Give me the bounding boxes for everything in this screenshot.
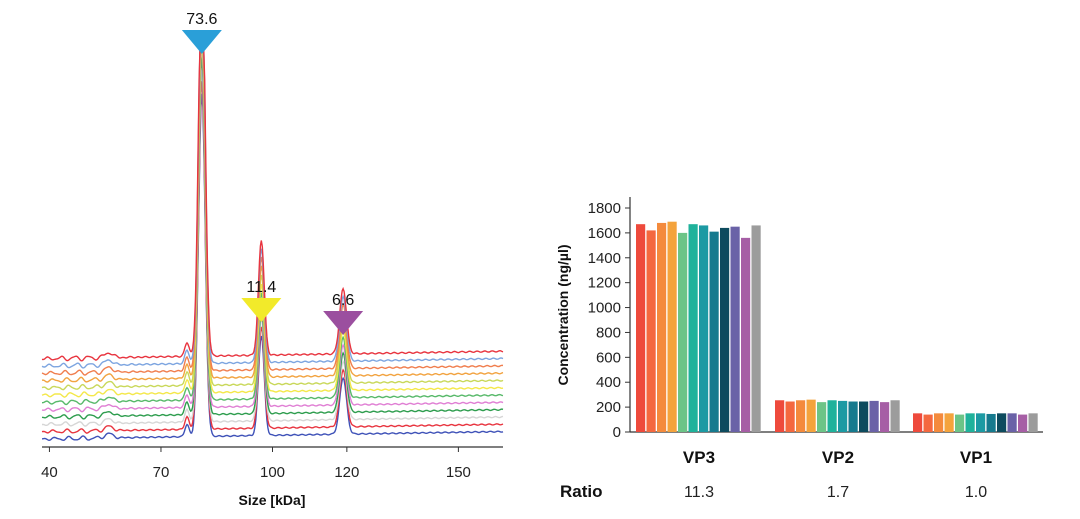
peak-label: 73.6 (186, 11, 217, 28)
y-tick-label: 600 (596, 349, 621, 366)
peak-label: 11.4 (246, 279, 276, 296)
bar (827, 400, 837, 432)
trace-layer (41, 47, 504, 442)
bar (838, 400, 848, 432)
peak-marker (181, 30, 222, 54)
peak-label: 6.6 (332, 292, 354, 309)
bar (667, 221, 677, 432)
bar (678, 232, 688, 432)
ratio-value: 1.7 (827, 484, 849, 501)
x-tick-label: 70 (153, 464, 170, 481)
x-tick-label: 120 (334, 464, 359, 481)
bar-layer (636, 221, 1038, 432)
bar (997, 413, 1007, 432)
bar (775, 400, 785, 432)
trace-line (41, 47, 504, 376)
y-tick-label: 400 (596, 374, 621, 391)
trace-line (41, 47, 504, 391)
bar (817, 402, 827, 432)
x-tick-label: 150 (446, 464, 471, 481)
peak-markers: 73.6 11.4 6.6 (181, 11, 364, 335)
bar (934, 413, 944, 432)
ratio-values: 11.3 1.7 1.0 (684, 484, 987, 501)
bar (986, 413, 996, 432)
bar (965, 413, 975, 432)
trace-line (41, 81, 504, 434)
ratio-row-label: Ratio (560, 482, 603, 501)
bar (955, 414, 965, 432)
peak-marker (241, 298, 282, 322)
bar (1018, 414, 1028, 432)
bar (785, 401, 795, 432)
bar (688, 224, 698, 432)
x-axis-ticks: 40 70 100 120 150 (41, 447, 471, 481)
category-label: VP1 (960, 448, 992, 467)
ratio-value: 1.0 (965, 484, 987, 501)
y-tick-label: 1800 (588, 200, 621, 217)
trace-line (41, 47, 504, 398)
x-tick-label: 40 (41, 464, 58, 481)
trace-line (41, 47, 504, 413)
bar (976, 413, 986, 432)
bar (848, 401, 858, 432)
category-label: VP3 (683, 448, 715, 467)
bar (1028, 413, 1038, 432)
bar (751, 225, 761, 432)
bar (890, 400, 900, 432)
trace-line (41, 47, 504, 369)
category-label: VP2 (822, 448, 854, 467)
y-tick-label: 200 (596, 399, 621, 416)
bar (646, 230, 656, 432)
bar (859, 401, 869, 432)
trace-line (41, 57, 504, 420)
trace-line (41, 47, 504, 362)
y-axis-title: Concentration (ng/µl) (555, 244, 571, 385)
bar (806, 399, 816, 432)
bar (880, 402, 890, 432)
bar (709, 231, 719, 432)
bar (730, 226, 740, 432)
y-tick-label: 1600 (588, 225, 621, 242)
trace-line (42, 68, 504, 427)
y-tick-label: 1000 (588, 300, 621, 317)
x-axis-title: Size [kDa] (239, 492, 306, 508)
ratio-value: 11.3 (684, 484, 714, 501)
bar (923, 414, 933, 432)
bar (720, 227, 730, 432)
trace-line (42, 93, 504, 442)
peak-marker (323, 311, 364, 335)
trace-line (41, 47, 504, 383)
y-tick-label: 1400 (588, 250, 621, 267)
bar (699, 225, 709, 432)
y-tick-label: 800 (596, 324, 621, 341)
category-labels: VP3 VP2 VP1 (683, 448, 992, 467)
bar (1007, 413, 1017, 432)
bar (944, 413, 954, 432)
trace-line (42, 47, 504, 406)
bar (869, 400, 879, 432)
y-axis-ticks: 0 200 400 600 800 1000 1200 1400 1600 1800 (588, 200, 630, 441)
bar (657, 222, 667, 432)
bar (796, 400, 806, 432)
bar (636, 224, 646, 432)
bar (741, 237, 751, 432)
bar (913, 413, 923, 432)
x-tick-label: 100 (260, 464, 285, 481)
y-tick-label: 1200 (588, 275, 621, 292)
y-tick-label: 0 (613, 424, 621, 441)
